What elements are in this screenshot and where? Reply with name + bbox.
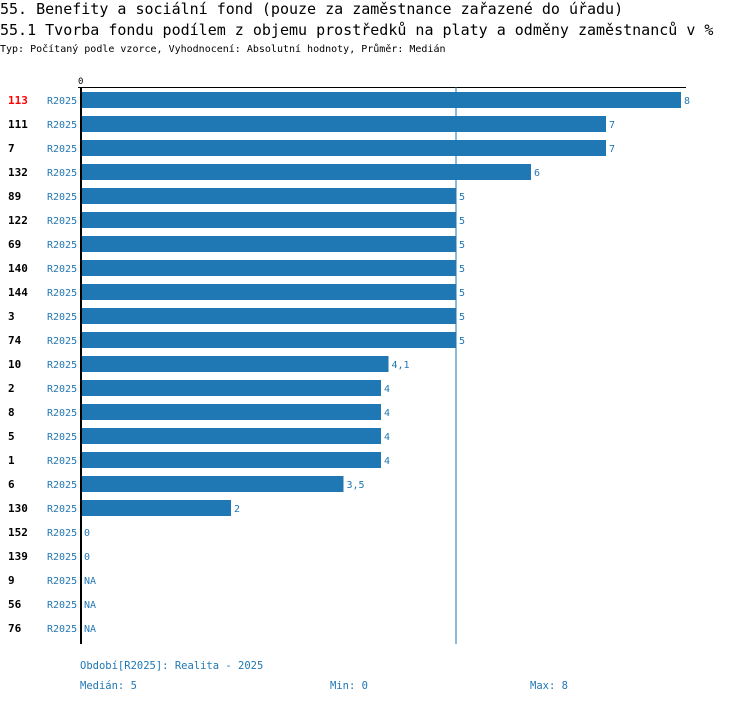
bar: [81, 236, 456, 252]
footer-max: Max: 8: [530, 680, 568, 692]
bar-value-label: NA: [84, 624, 96, 635]
row-id-label: 122: [8, 214, 28, 227]
row-id-label: 113: [8, 94, 28, 107]
row-period-label: R2025: [47, 504, 77, 515]
bar: [81, 500, 231, 516]
bar-value-label: 4: [384, 432, 390, 443]
bar: [81, 356, 389, 372]
bar: [81, 164, 531, 180]
bar: [81, 476, 344, 492]
bar-value-label: 5: [459, 336, 465, 347]
bar: [81, 188, 456, 204]
row-period-label: R2025: [47, 312, 77, 323]
row-period-label: R2025: [47, 96, 77, 107]
page-title: 55. Benefity a sociální fond (pouze za z…: [0, 0, 624, 18]
bar: [81, 212, 456, 228]
row-id-label: 1: [8, 454, 15, 467]
bar-value-label: 6: [534, 168, 540, 179]
row-period-label: R2025: [47, 600, 77, 611]
footer-median: Medián: 5: [80, 680, 137, 692]
bar-value-label: 7: [609, 144, 615, 155]
row-id-label: 56: [8, 598, 22, 611]
row-id-label: 152: [8, 526, 28, 539]
row-id-label: 9: [8, 574, 15, 587]
bar-value-label: 2: [234, 504, 240, 515]
row-id-label: 139: [8, 550, 28, 563]
bar: [81, 260, 456, 276]
footer-period: Období[R2025]: Realita - 2025: [80, 660, 264, 672]
row-period-label: R2025: [47, 456, 77, 467]
row-id-label: 130: [8, 502, 28, 515]
bar-value-label: 0: [84, 552, 90, 563]
row-period-label: R2025: [47, 528, 77, 539]
chart-title: 55.1 Tvorba fondu podílem z objemu prost…: [0, 21, 714, 39]
bar-value-label: 5: [459, 264, 465, 275]
bar-value-label: 5: [459, 312, 465, 323]
row-id-label: 5: [8, 430, 15, 443]
row-period-label: R2025: [47, 120, 77, 131]
row-period-label: R2025: [47, 168, 77, 179]
bar-value-label: 0: [84, 528, 90, 539]
row-period-label: R2025: [47, 552, 77, 563]
chart-info: Typ: Počítaný podle vzorce, Vyhodnocení:…: [0, 44, 446, 55]
bar-value-label: 4: [384, 384, 390, 395]
bar-value-label: 5: [459, 288, 465, 299]
bar-value-label: 4,1: [392, 360, 410, 371]
row-period-label: R2025: [47, 384, 77, 395]
bar-value-label: 5: [459, 216, 465, 227]
row-period-label: R2025: [47, 480, 77, 491]
bar: [81, 428, 381, 444]
bar-value-label: NA: [84, 600, 96, 611]
row-id-label: 7: [8, 142, 15, 155]
row-id-label: 132: [8, 166, 28, 179]
row-period-label: R2025: [47, 240, 77, 251]
bar-value-label: NA: [84, 576, 96, 587]
axis-zero-label: 0: [78, 77, 83, 87]
row-id-label: 111: [8, 118, 28, 131]
row-id-label: 6: [8, 478, 15, 491]
row-period-label: R2025: [47, 264, 77, 275]
row-period-label: R2025: [47, 216, 77, 227]
row-period-label: R2025: [47, 624, 77, 635]
bar-value-label: 7: [609, 120, 615, 131]
row-period-label: R2025: [47, 360, 77, 371]
row-id-label: 144: [8, 286, 28, 299]
row-period-label: R2025: [47, 288, 77, 299]
row-period-label: R2025: [47, 432, 77, 443]
bar: [81, 116, 606, 132]
bar-value-label: 4: [384, 456, 390, 467]
bar: [81, 308, 456, 324]
row-period-label: R2025: [47, 192, 77, 203]
footer-min: Min: 0: [330, 680, 368, 692]
bar: [81, 452, 381, 468]
bar: [81, 92, 681, 108]
row-period-label: R2025: [47, 144, 77, 155]
row-id-label: 89: [8, 190, 21, 203]
bar: [81, 404, 381, 420]
row-id-label: 3: [8, 310, 15, 323]
row-id-label: 140: [8, 262, 28, 275]
bar: [81, 380, 381, 396]
bar: [81, 284, 456, 300]
bar-value-label: 3,5: [347, 480, 365, 491]
bar: [81, 332, 456, 348]
row-period-label: R2025: [47, 336, 77, 347]
bar-value-label: 8: [684, 96, 690, 107]
bar: [81, 140, 606, 156]
row-id-label: 10: [8, 358, 21, 371]
row-id-label: 76: [8, 622, 22, 635]
row-id-label: 2: [8, 382, 15, 395]
row-period-label: R2025: [47, 408, 77, 419]
row-id-label: 69: [8, 238, 21, 251]
bar-value-label: 4: [384, 408, 390, 419]
row-period-label: R2025: [47, 576, 77, 587]
row-id-label: 8: [8, 406, 15, 419]
bar-value-label: 5: [459, 192, 465, 203]
bar-value-label: 5: [459, 240, 465, 251]
row-id-label: 74: [8, 334, 22, 347]
